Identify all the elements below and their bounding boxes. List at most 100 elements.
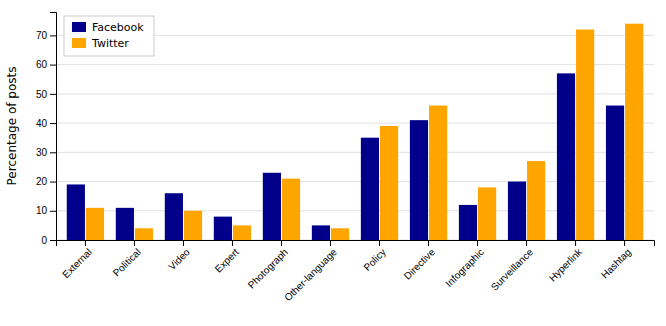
bar	[312, 225, 330, 240]
y-tick: 40	[36, 118, 56, 129]
y-tick-label: 50	[36, 89, 48, 100]
x-tick-label: Expert	[213, 246, 241, 274]
bar	[184, 211, 202, 240]
x-tick-label: Policy	[361, 246, 388, 273]
y-tick-mark	[50, 152, 56, 153]
x-tick: Surveillance	[489, 240, 536, 293]
bar	[380, 126, 398, 240]
bar	[576, 30, 594, 240]
bar	[606, 106, 624, 240]
y-tick: 0	[41, 235, 56, 246]
y-tick-label: 20	[36, 176, 48, 187]
x-tick-mark	[379, 240, 380, 246]
bar	[429, 106, 447, 240]
legend: Facebook Twitter	[64, 16, 154, 56]
y-axis: 0 10 20 30 40 50 60 70	[36, 13, 57, 246]
bar	[135, 228, 153, 240]
x-tick: Policy	[361, 240, 388, 273]
x-tick: Other-language	[282, 240, 339, 303]
legend-item: Twitter	[72, 37, 129, 50]
bar	[86, 208, 104, 240]
y-axis-title: Percentage of posts	[5, 67, 19, 186]
series	[86, 24, 643, 240]
x-tick: Infographic	[443, 240, 486, 289]
y-tick: 70	[36, 30, 56, 41]
y-tick-mark	[50, 240, 56, 241]
y-tick-mark	[50, 123, 56, 124]
bar	[508, 182, 526, 240]
y-axis-line	[50, 13, 57, 241]
y-tick-label: 40	[36, 118, 48, 129]
x-tick-label: Hyperlink	[547, 246, 585, 284]
bar	[527, 161, 545, 240]
bar	[263, 173, 281, 240]
chart: External Political Video ExpertPhotographOt…	[0, 0, 666, 326]
grid-line	[56, 64, 654, 65]
x-tick: Photograph	[246, 240, 290, 291]
x-axis-line	[57, 241, 655, 247]
bar	[459, 205, 477, 240]
bar	[282, 179, 300, 240]
x-tick: Video	[166, 240, 192, 272]
y-tick-label: 60	[36, 59, 48, 70]
x-tick-mark	[428, 240, 429, 246]
x-tick-label: Other-language	[282, 246, 339, 303]
plot: External Political Video ExpertPhotographOt…	[36, 13, 655, 304]
x-tick-mark	[526, 240, 527, 246]
y-tick: 30	[36, 147, 56, 158]
x-tick-label: Surveillance	[489, 246, 536, 293]
bar	[116, 208, 134, 240]
x-tick: Expert	[213, 240, 241, 275]
x-tick-mark	[575, 240, 576, 246]
x-tick-mark	[281, 240, 282, 246]
y-tick: 20	[36, 176, 56, 187]
x-tick-label: Photograph	[246, 246, 290, 290]
legend-label: Twitter	[91, 37, 129, 50]
legend-swatch	[72, 38, 86, 48]
x-tick: Hyperlink	[547, 240, 585, 284]
y-tick-mark	[50, 65, 56, 66]
x-tick-mark	[134, 240, 135, 246]
bar	[67, 184, 85, 240]
grid	[56, 35, 654, 240]
series	[67, 73, 624, 240]
bar	[165, 193, 183, 240]
y-tick: 60	[36, 59, 56, 70]
y-tick-mark	[50, 182, 56, 183]
bar	[214, 217, 232, 240]
y-tick-mark	[50, 211, 56, 212]
x-tick-mark	[624, 240, 625, 246]
x-tick: Hashtag	[599, 240, 633, 280]
x-tick: External	[60, 240, 94, 280]
bar	[557, 73, 575, 240]
legend-frame	[64, 16, 154, 56]
y-tick-label: 30	[36, 147, 48, 158]
y-tick-label: 10	[36, 205, 48, 216]
x-tick-label: Directive	[402, 246, 438, 282]
bar	[233, 225, 251, 240]
x-tick: Directive	[402, 240, 438, 282]
bar	[625, 24, 643, 240]
bar	[410, 120, 428, 240]
legend-label: Facebook	[92, 21, 144, 34]
x-tick-label: Infographic	[443, 246, 486, 289]
x-tick-label: Video	[166, 246, 192, 272]
bar	[478, 187, 496, 240]
bar	[361, 138, 379, 240]
legend-swatch	[72, 22, 86, 32]
bar	[331, 228, 349, 240]
x-tick-label: External	[60, 246, 94, 280]
x-tick-mark	[183, 240, 184, 246]
y-tick-mark	[50, 94, 56, 95]
x-tick-mark	[85, 240, 86, 246]
x-tick-label: Political	[111, 246, 143, 278]
legend-item: Facebook	[72, 21, 144, 34]
y-tick: 10	[36, 205, 56, 216]
x-axis: External Political Video ExpertPhotographOt…	[57, 240, 655, 303]
x-tick-mark	[232, 240, 233, 246]
x-tick-mark	[477, 240, 478, 246]
y-tick: 50	[36, 89, 56, 100]
y-tick-label: 70	[36, 30, 48, 41]
x-tick: Political	[111, 240, 143, 279]
x-tick-label: Hashtag	[599, 246, 633, 280]
